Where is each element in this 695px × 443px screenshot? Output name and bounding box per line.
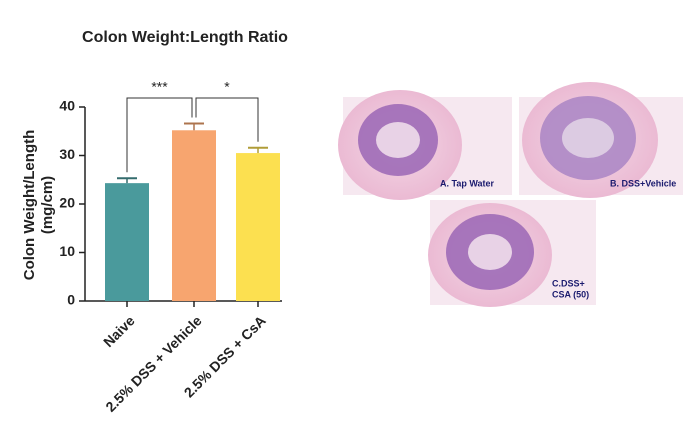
error-bar <box>184 122 204 131</box>
panel-label: A. Tap Water <box>440 178 495 188</box>
histology-panel-c: C.DSS+ CSA (50) <box>428 200 596 307</box>
panel-label: B. DSS+Vehicle <box>610 178 676 188</box>
error-bar <box>117 177 137 184</box>
significance-label: *** <box>151 79 168 95</box>
y-axis-label: Colon Weight/Length (mg/cm) <box>21 130 56 281</box>
significance-bracket <box>195 97 259 142</box>
bar <box>172 130 216 301</box>
chart-title: Colon Weight:Length Ratio <box>82 29 288 46</box>
y-tick-label: 10 <box>59 243 75 259</box>
y-label-line: Colon Weight/Length <box>21 130 38 281</box>
y-label-line: (mg/cm) <box>39 176 56 234</box>
histology-panel-b: B. DSS+Vehicle <box>519 82 683 198</box>
histology-panel-a: A. Tap Water <box>338 90 512 200</box>
significance-bracket <box>126 97 193 173</box>
y-tick-label: 40 <box>59 98 75 114</box>
x-tick-label: Naive <box>100 312 138 350</box>
bar <box>236 153 280 301</box>
y-tick-label: 0 <box>67 292 75 308</box>
error-bar <box>248 146 268 154</box>
y-tick-label: 30 <box>59 146 75 162</box>
panel-label: CSA (50) <box>552 289 589 299</box>
significance-label: * <box>224 79 230 95</box>
y-tick-label: 20 <box>59 195 75 211</box>
panel-label: C.DSS+ <box>552 278 585 288</box>
bar <box>105 183 149 301</box>
